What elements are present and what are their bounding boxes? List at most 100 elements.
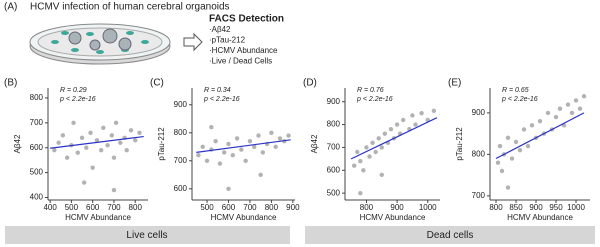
point: [226, 141, 231, 147]
x-tick-label: 500: [65, 203, 79, 212]
annotation: R = 0.34: [204, 87, 231, 94]
annotation: p < 2.2e-16: [501, 96, 538, 103]
x-tick-label: 800: [265, 203, 279, 212]
point: [71, 120, 76, 126]
point: [113, 120, 119, 126]
y-tick-label: 400: [30, 193, 44, 202]
x-axis-label: HCMV Abundance: [211, 213, 277, 222]
y-tick-label: 800: [30, 93, 44, 102]
y-tick-label: 700: [327, 143, 341, 152]
panel-title: HCMV infection of human cerebral organoi…: [30, 2, 230, 13]
panel-label: (C): [150, 78, 164, 89]
point: [252, 144, 257, 149]
x-tick-label: 1000: [419, 203, 437, 212]
point: [84, 145, 89, 150]
y-tick-label: 900: [472, 108, 486, 117]
fit-line: [50, 135, 144, 149]
x-tick-label: 800: [360, 203, 374, 212]
y-tick-label: 900: [174, 100, 188, 109]
point: [213, 139, 218, 144]
point: [128, 128, 134, 133]
y-tick-label: 800: [174, 128, 188, 137]
point: [401, 117, 406, 123]
y-tick-label: 600: [174, 184, 188, 193]
point: [557, 106, 563, 111]
point: [379, 172, 384, 178]
point: [247, 139, 253, 144]
y-tick-label: 600: [327, 165, 341, 174]
x-tick-label: 600: [86, 203, 100, 212]
point: [513, 139, 519, 145]
point: [505, 185, 511, 190]
point: [60, 133, 66, 138]
point: [358, 190, 363, 196]
point: [499, 168, 505, 174]
point: [243, 158, 248, 163]
point: [226, 186, 231, 191]
point: [137, 130, 142, 135]
point: [382, 131, 388, 136]
panel-label: (E): [448, 78, 461, 89]
list-item: ·Aβ42: [209, 25, 231, 34]
x-tick-label: 500: [200, 203, 214, 212]
point: [200, 144, 205, 149]
group-label: Live cells: [126, 230, 167, 241]
point: [269, 130, 274, 135]
point: [256, 133, 261, 138]
point: [364, 145, 369, 150]
point: [221, 150, 227, 155]
point: [358, 158, 363, 164]
group-bar: [305, 226, 595, 244]
point: [553, 114, 559, 120]
point: [497, 143, 503, 149]
x-tick-label: 950: [549, 203, 563, 212]
point: [367, 154, 372, 159]
point: [431, 108, 437, 114]
point: [273, 144, 278, 149]
point: [234, 136, 240, 141]
point: [56, 140, 61, 145]
point: [277, 136, 283, 141]
panel-label: (A): [4, 2, 17, 13]
point: [230, 153, 235, 158]
point: [124, 148, 129, 153]
point: [260, 150, 266, 155]
annotation: R = 0.76: [357, 87, 384, 94]
point: [109, 133, 115, 138]
point: [388, 126, 394, 132]
x-tick-label: 400: [43, 203, 57, 212]
point: [133, 138, 138, 143]
point: [419, 110, 424, 116]
y-axis-label: Aβ42: [310, 134, 319, 153]
point: [204, 158, 210, 163]
panel-label: (D): [303, 78, 317, 89]
point: [209, 125, 214, 130]
point: [101, 125, 106, 131]
panel-label: (B): [4, 78, 17, 89]
list-item: ·Live / Dead Cells: [209, 57, 272, 66]
y-axis-label: pTau-212: [455, 127, 464, 161]
x-tick-label: 700: [107, 203, 121, 212]
point: [90, 165, 95, 170]
point: [88, 130, 93, 135]
annotation: R = 0.65: [502, 87, 529, 94]
group-label: Dead cells: [427, 230, 474, 241]
point: [545, 110, 551, 116]
fit-line: [196, 139, 291, 153]
fit-line: [495, 112, 585, 160]
y-tick-label: 800: [327, 120, 341, 129]
annotation: R = 0.29: [60, 87, 87, 94]
y-axis-label: pTau-212: [157, 127, 166, 161]
point: [196, 153, 201, 158]
fit-line: [350, 117, 438, 160]
x-tick-label: 900: [390, 203, 404, 212]
point: [573, 98, 579, 103]
point: [565, 102, 571, 107]
list-item: ·HCMV Abundance: [209, 46, 278, 55]
list-title: FACS Detection: [209, 14, 284, 25]
x-tick-label: 900: [286, 203, 300, 212]
point: [217, 161, 223, 166]
point: [394, 122, 400, 127]
point: [286, 133, 291, 138]
